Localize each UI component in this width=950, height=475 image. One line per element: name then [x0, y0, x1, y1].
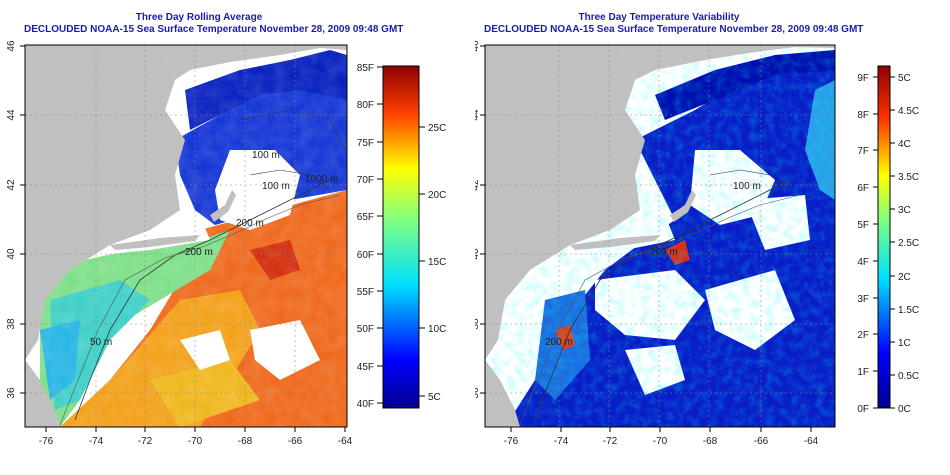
colorbar-f-label: 0F: [857, 404, 869, 415]
right-title-line1: Three Day Temperature Variability: [578, 12, 740, 23]
colorbar-f-label: 85F: [357, 63, 374, 74]
y-tick-label: 38: [475, 318, 481, 330]
colorbar-c-label: 2.5C: [898, 238, 919, 249]
x-tick-label: -64: [804, 436, 819, 447]
colorbar-c-label: 0C: [898, 404, 911, 415]
contour-label: 100 m: [252, 150, 280, 161]
colorbar-f-label: 45F: [357, 362, 374, 373]
x-tick-label: -74: [89, 436, 104, 447]
left-title-line2: DECLOUDED NOAA-15 Sea Surface Temperatur…: [24, 24, 404, 35]
left-y-axis: 36 38 40 42 44 46: [6, 40, 25, 399]
colorbar-f-label: 7F: [857, 146, 869, 157]
x-tick-label: -72: [138, 436, 153, 447]
y-tick-label: 44: [6, 109, 17, 121]
right-y-axis: 36 38 40 42 44 46: [475, 40, 485, 399]
x-tick-label: -64: [338, 436, 353, 447]
x-tick-label: -68: [703, 436, 718, 447]
colorbar-f-label: 55F: [357, 287, 374, 298]
left-x-axis: -76 -74 -72 -70 -68 -66 -64: [39, 427, 353, 447]
contour-label: 200 m: [185, 247, 213, 258]
colorbar-f-label: 80F: [357, 100, 374, 111]
colorbar-c-label: 3.5C: [898, 172, 919, 183]
left-title-line1: Three Day Rolling Average: [135, 12, 263, 23]
colorbar-c-label: 2C: [898, 272, 911, 283]
colorbar-f-label: 2F: [857, 330, 869, 341]
y-tick-label: 42: [6, 179, 17, 191]
x-tick-label: -70: [188, 436, 203, 447]
right-title-line2: DECLOUDED NOAA-15 Sea Surface Temperatur…: [484, 24, 864, 35]
colorbar-f-label: 4F: [857, 257, 869, 268]
colorbar-c-label: 0.5C: [898, 371, 919, 382]
contour-label: 200 m: [650, 247, 678, 258]
x-tick-label: -74: [554, 436, 569, 447]
colorbar-c-label: 5C: [428, 392, 441, 403]
left-colorbar: 85F 80F 75F 70F 65F 60F 55F 50F 45F 40F …: [357, 63, 447, 410]
contour-label: 200 m: [545, 337, 573, 348]
colorbar-c-label: 5C: [898, 73, 911, 84]
x-tick-label: -72: [603, 436, 618, 447]
colorbar-f-label: 9F: [857, 73, 869, 84]
colorbar-c-label: 4.5C: [898, 106, 919, 117]
colorbar-f-label: 40F: [357, 399, 374, 410]
y-tick-label: 46: [6, 40, 17, 52]
colorbar-f-label: 70F: [357, 175, 374, 186]
colorbar-c-label: 10C: [428, 324, 446, 335]
colorbar-f-label: 6F: [857, 183, 869, 194]
contour-label: 100 m: [733, 181, 761, 192]
y-tick-label: 36: [6, 387, 17, 399]
land-mass: [485, 45, 645, 360]
colorbar-c-label: 1.5C: [898, 305, 919, 316]
colorbar-c-label: 25C: [428, 123, 446, 134]
right-colorbar: 9F 8F 7F 6F 5F 4F 3F 2F 1F 0F 5C 4.5C 4C…: [857, 65, 919, 415]
y-tick-label: 40: [475, 248, 481, 260]
colorbar-f-label: 5F: [857, 220, 869, 231]
y-tick-label: 38: [6, 318, 17, 330]
x-tick-label: -76: [39, 436, 54, 447]
right-x-axis: -76 -74 -72 -70 -68 -66 -64: [504, 427, 819, 447]
colorbar-c-label: 20C: [428, 190, 446, 201]
colorbar-f-label: 65F: [357, 212, 374, 223]
colorbar-f-label: 3F: [857, 294, 869, 305]
contour-label: 1000 m: [305, 174, 338, 185]
colorbar-c-label: 3C: [898, 205, 911, 216]
y-tick-label: 46: [475, 40, 481, 52]
left-sst-map: 100 m 200 m 100 m 1000 m 200 m 50 m -76 …: [6, 40, 447, 447]
contour-label: 100 m: [262, 181, 290, 192]
x-tick-label: -66: [288, 436, 303, 447]
land-mass: [25, 45, 185, 360]
contour-label: 50 m: [90, 337, 112, 348]
x-tick-label: -68: [238, 436, 253, 447]
y-tick-label: 42: [475, 179, 481, 191]
colorbar-f-label: 60F: [357, 250, 374, 261]
colorbar-f-label: 8F: [857, 110, 869, 121]
x-tick-label: -70: [653, 436, 668, 447]
colorbar-f-label: 1F: [857, 367, 869, 378]
colorbar-f-label: 50F: [357, 324, 374, 335]
x-tick-label: -66: [754, 436, 769, 447]
y-tick-label: 36: [475, 387, 481, 399]
y-tick-label: 44: [475, 109, 481, 121]
colorbar-c-label: 4C: [898, 139, 911, 150]
right-variability-map: 100 m 200 m 200 m -76 -74 -72 -70 -68 -6…: [475, 40, 919, 447]
colorbar-c-label: 15C: [428, 257, 446, 268]
colorbar-c-label: 1C: [898, 338, 911, 349]
colorbar-f-label: 75F: [357, 138, 374, 149]
y-tick-label: 40: [6, 248, 17, 260]
x-tick-label: -76: [504, 436, 519, 447]
contour-label: 200 m: [236, 218, 264, 229]
